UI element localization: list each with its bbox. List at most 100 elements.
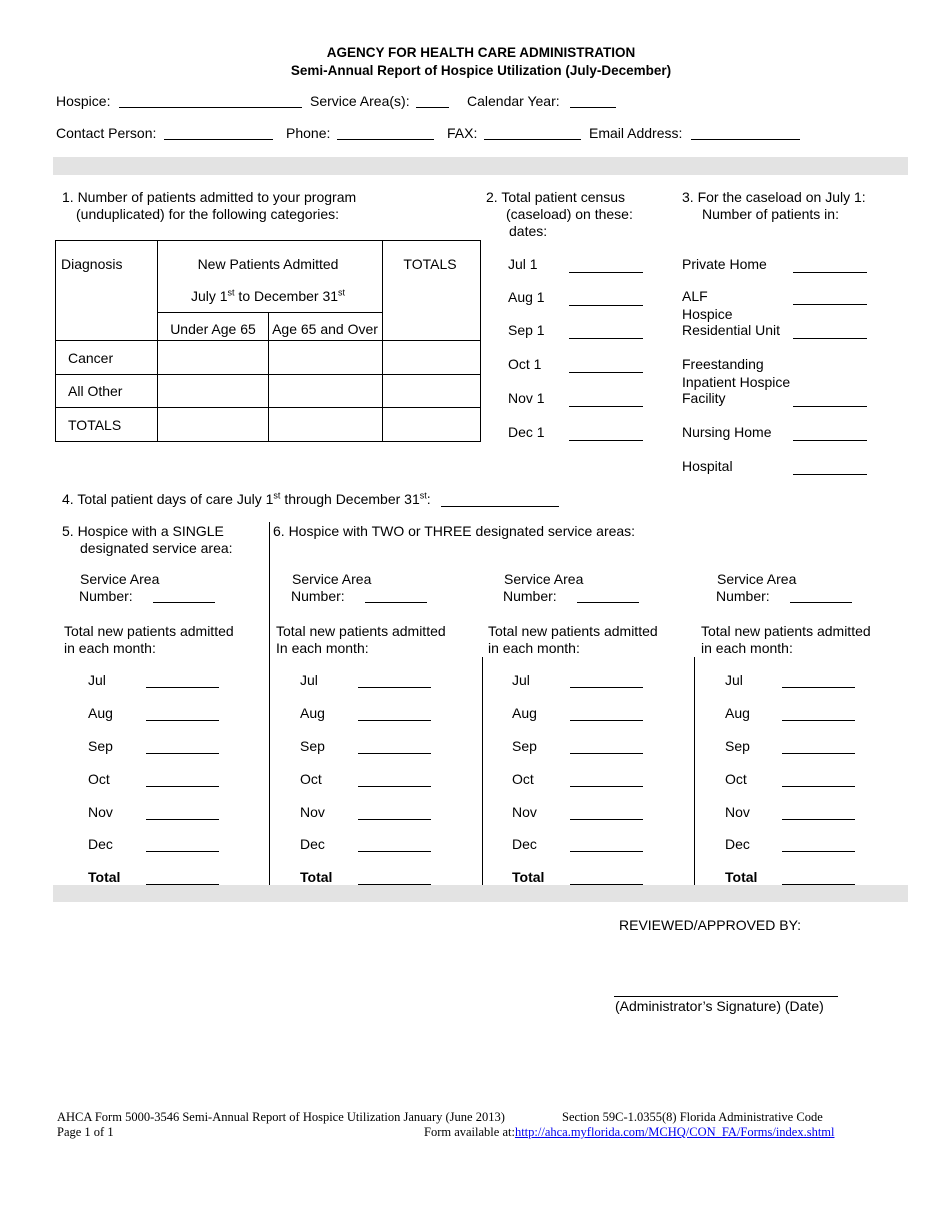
total-new-label: In each month: xyxy=(276,640,369,656)
total-new-label: in each month: xyxy=(488,640,580,656)
service-area-label: Service Area xyxy=(717,571,797,587)
census-date-label: Dec 1 xyxy=(508,424,545,440)
alf-field[interactable] xyxy=(793,304,867,305)
month-field-aug[interactable] xyxy=(782,720,855,721)
private-home-field[interactable] xyxy=(793,272,867,273)
census-date-field[interactable] xyxy=(569,406,643,407)
phone-field[interactable] xyxy=(337,139,434,140)
service-area-number-field[interactable] xyxy=(577,602,639,603)
nursing-home-label: Nursing Home xyxy=(682,424,772,440)
month-field-total[interactable] xyxy=(358,884,431,885)
month-field-dec[interactable] xyxy=(358,851,431,852)
month-field-oct[interactable] xyxy=(570,786,643,787)
month-label-oct: Oct xyxy=(300,771,322,787)
total-new-label: Total new patients admitted xyxy=(488,623,658,639)
month-field-sep[interactable] xyxy=(358,753,431,754)
census-date-field[interactable] xyxy=(569,305,643,306)
month-field-dec[interactable] xyxy=(782,851,855,852)
month-field-sep[interactable] xyxy=(782,753,855,754)
contact-label: Contact Person: xyxy=(56,125,157,141)
service-area-number-label: Number: xyxy=(503,588,557,604)
total-new-label: in each month: xyxy=(701,640,793,656)
month-field-total[interactable] xyxy=(570,884,643,885)
over-65-header: Age 65 and Over xyxy=(272,321,378,337)
month-field-jul[interactable] xyxy=(570,687,643,688)
hospice-residential-field[interactable] xyxy=(793,338,867,339)
row-label-totals: TOTALS xyxy=(68,417,122,433)
signature-caption: (Administrator’s Signature) (Date) xyxy=(615,998,824,1014)
month-field-nov[interactable] xyxy=(570,819,643,820)
service-area-number-field[interactable] xyxy=(365,602,427,603)
calendar-year-field[interactable] xyxy=(570,107,616,108)
contact-field[interactable] xyxy=(164,139,273,140)
service-area-number-field[interactable] xyxy=(153,602,215,603)
patient-days-field[interactable] xyxy=(441,506,559,507)
form-availability: Form available at:http://ahca.myflorida.… xyxy=(424,1125,835,1139)
month-field-sep[interactable] xyxy=(570,753,643,754)
month-label-nov: Nov xyxy=(88,804,113,820)
month-field-total[interactable] xyxy=(146,884,219,885)
month-label-sep: Sep xyxy=(512,738,537,754)
month-field-oct[interactable] xyxy=(358,786,431,787)
month-field-aug[interactable] xyxy=(146,720,219,721)
nursing-home-field[interactable] xyxy=(793,440,867,441)
census-date-field[interactable] xyxy=(569,372,643,373)
month-label-jul: Jul xyxy=(300,672,318,688)
hospital-field[interactable] xyxy=(793,474,867,475)
q2-text: 2. Total patient census xyxy=(486,189,626,205)
q5-text: 5. Hospice with a SINGLE xyxy=(62,523,224,539)
month-field-nov[interactable] xyxy=(146,819,219,820)
reviewed-label: REVIEWED/APPROVED BY: xyxy=(619,917,802,933)
month-field-nov[interactable] xyxy=(782,819,855,820)
column-divider xyxy=(694,657,695,885)
census-date-field[interactable] xyxy=(569,440,643,441)
month-field-jul[interactable] xyxy=(146,687,219,688)
month-field-total[interactable] xyxy=(782,884,855,885)
month-field-sep[interactable] xyxy=(146,753,219,754)
census-date-label: Sep 1 xyxy=(508,322,545,338)
q3-text: Number of patients in: xyxy=(702,206,839,222)
form-url-link[interactable]: http://ahca.myflorida.com/MCHQ/CON_FA/Fo… xyxy=(514,1125,835,1139)
alf-label: ALF xyxy=(682,288,708,304)
hospice-field[interactable] xyxy=(119,107,302,108)
period-header: July 1st to December 31st xyxy=(190,287,346,304)
month-field-aug[interactable] xyxy=(358,720,431,721)
service-area-number-field[interactable] xyxy=(790,602,852,603)
month-field-dec[interactable] xyxy=(570,851,643,852)
month-field-nov[interactable] xyxy=(358,819,431,820)
agency-title: AGENCY FOR HEALTH CARE ADMINISTRATION xyxy=(326,45,636,60)
month-label-dec: Dec xyxy=(725,836,750,852)
signature-field[interactable] xyxy=(614,996,838,997)
census-date-field[interactable] xyxy=(569,272,643,273)
total-new-label: in each month: xyxy=(64,640,156,656)
service-area-number-label: Number: xyxy=(291,588,345,604)
service-areas-field[interactable] xyxy=(416,107,449,108)
fax-label: FAX: xyxy=(447,125,478,141)
hospice-residential-label: Residential Unit xyxy=(682,322,781,338)
month-field-aug[interactable] xyxy=(570,720,643,721)
month-label-total: Total xyxy=(512,869,545,885)
email-field[interactable] xyxy=(691,139,800,140)
month-label-aug: Aug xyxy=(88,705,113,721)
month-label-total: Total xyxy=(300,869,333,885)
calendar-year-label: Calendar Year: xyxy=(467,93,560,109)
freestanding-field[interactable] xyxy=(793,406,867,407)
fax-field[interactable] xyxy=(484,139,581,140)
month-label-aug: Aug xyxy=(300,705,325,721)
service-area-number-label: Number: xyxy=(79,588,133,604)
service-areas-label: Service Area(s): xyxy=(310,93,410,109)
hospice-residential-label: Hospice xyxy=(682,306,733,322)
month-field-oct[interactable] xyxy=(146,786,219,787)
q3-text: 3. For the caseload on July 1: xyxy=(682,189,866,205)
hospital-label: Hospital xyxy=(682,458,733,474)
census-date-field[interactable] xyxy=(569,338,643,339)
freestanding-label: Freestanding xyxy=(682,356,764,372)
phone-label: Phone: xyxy=(286,125,331,141)
month-field-oct[interactable] xyxy=(782,786,855,787)
month-label-aug: Aug xyxy=(512,705,537,721)
month-field-jul[interactable] xyxy=(782,687,855,688)
month-field-jul[interactable] xyxy=(358,687,431,688)
month-field-dec[interactable] xyxy=(146,851,219,852)
month-label-jul: Jul xyxy=(88,672,106,688)
